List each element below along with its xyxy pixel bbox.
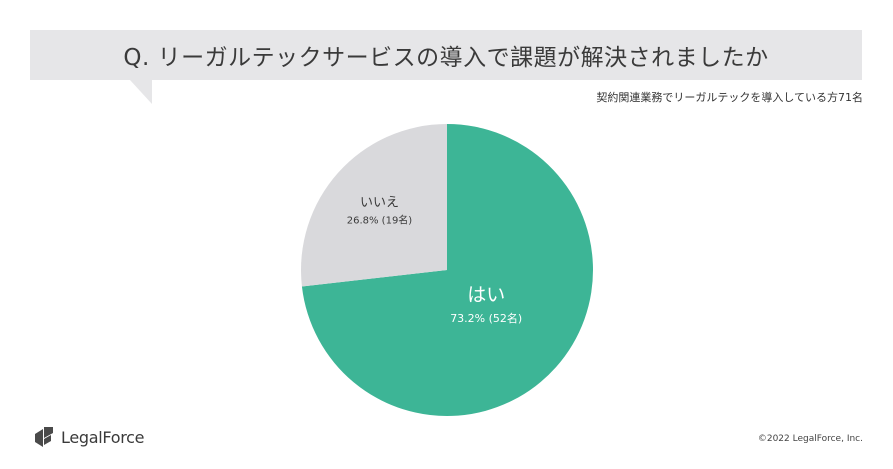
slice-label-0: はい [467, 284, 505, 306]
slice-value-1: 26.8% (19名) [347, 214, 413, 227]
slice-value-0: 73.2% (52名) [450, 311, 522, 325]
question-banner [30, 30, 862, 80]
slice-label-1: いいえ [360, 196, 399, 211]
respondent-note: 契約関連業務でリーガルテックを導入している方71名 [596, 91, 863, 104]
brand-logo: LegalForce [33, 424, 144, 450]
pie-slice-0 [301, 124, 593, 416]
pie-slice-1 [301, 124, 447, 287]
legalforce-logo-icon [35, 427, 53, 447]
copyright: ©2022 LegalForce, Inc. [757, 434, 863, 444]
logo-text: LegalForce [61, 427, 145, 447]
speech-bubble-tail [130, 80, 152, 104]
question-title: Q. リーガルテックサービスの導入で課題が解決されましたか [123, 45, 769, 71]
